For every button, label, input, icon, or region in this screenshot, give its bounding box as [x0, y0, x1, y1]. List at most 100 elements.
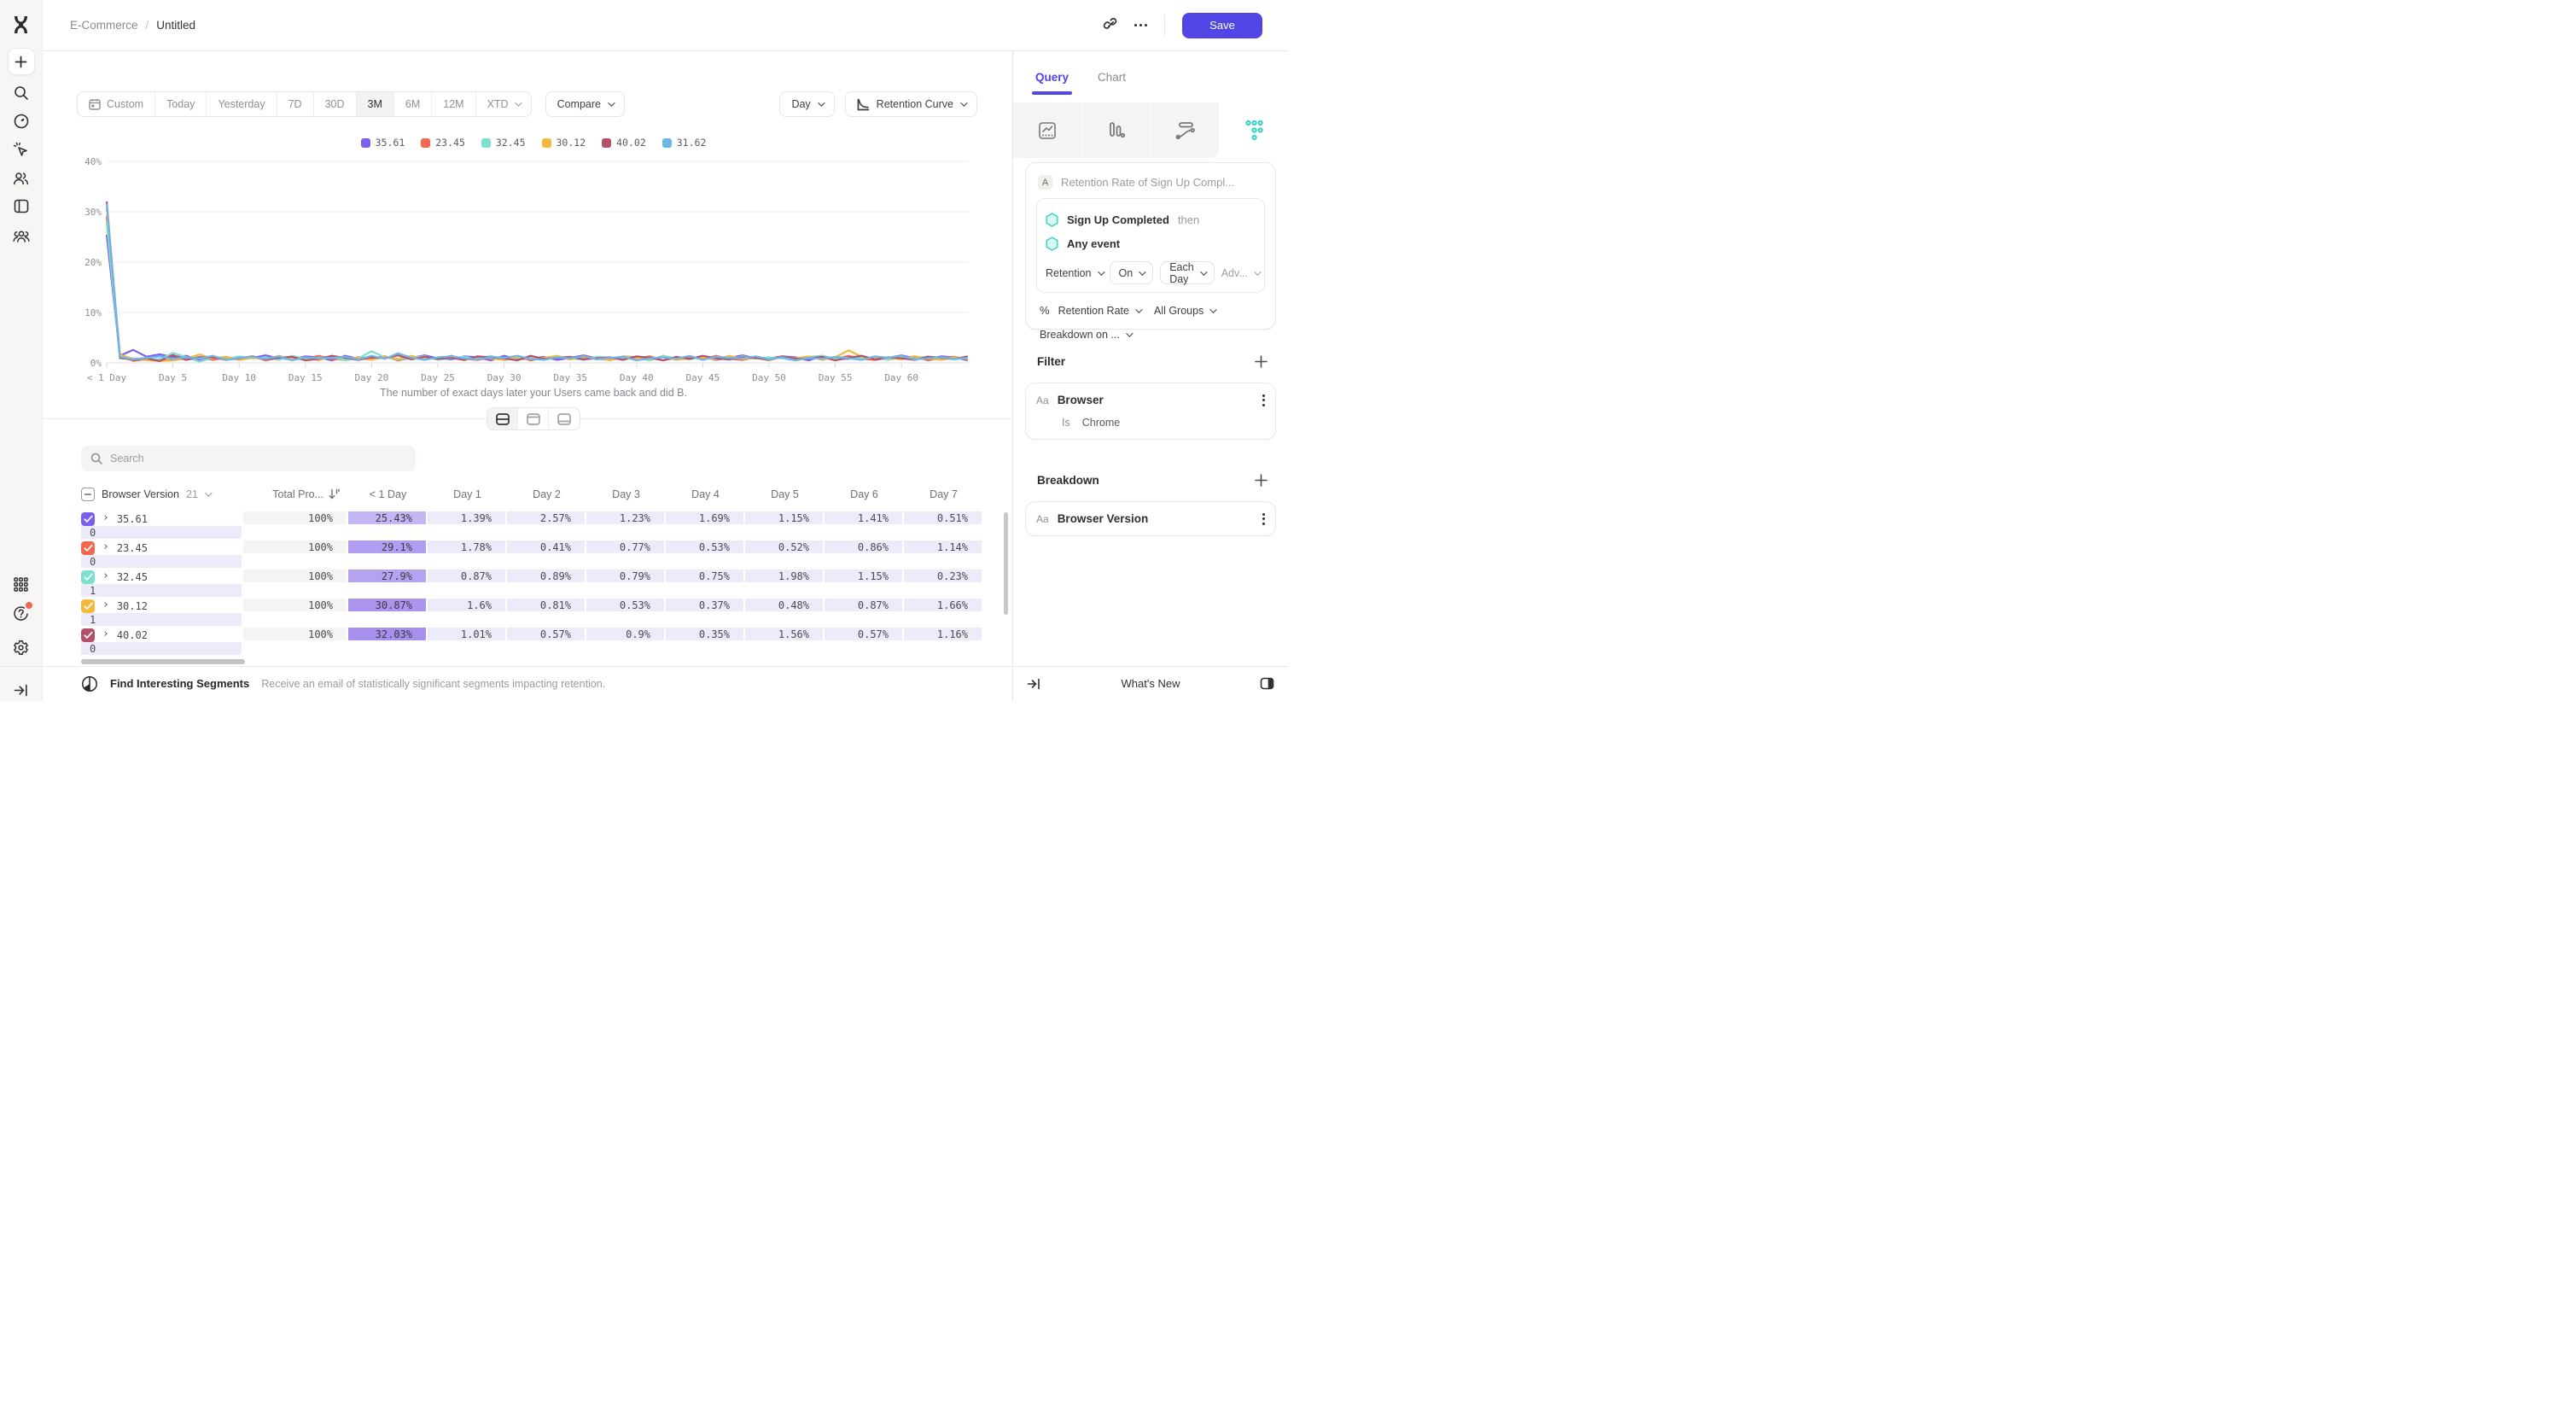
- layout-split-button[interactable]: [487, 408, 518, 429]
- retention-cell[interactable]: 0.89%: [507, 570, 586, 584]
- retention-chart-svg[interactable]: 0% 10% 20% 30% 40% < 1 Day Day 5 Day 10 Day 15 Da…: [81, 154, 986, 393]
- total-cell[interactable]: 100%: [243, 540, 348, 555]
- row-checkbox[interactable]: [81, 628, 95, 642]
- copy-link-icon[interactable]: [1103, 18, 1117, 32]
- retention-cell[interactable]: 1.69%: [666, 511, 745, 526]
- new-report-button[interactable]: [7, 48, 35, 75]
- range-12m-button[interactable]: 12M: [432, 92, 476, 116]
- mixpanel-logo-icon[interactable]: [8, 11, 35, 38]
- range-3m-button[interactable]: 3M: [356, 92, 394, 116]
- total-cell[interactable]: 100%: [243, 628, 348, 642]
- advanced-dropdown[interactable]: Adv...: [1221, 267, 1262, 279]
- breakdown-property-row[interactable]: Aa Browser Version: [1036, 512, 1265, 525]
- range-yesterday-button[interactable]: Yesterday: [207, 92, 277, 116]
- retention-cell[interactable]: 1.66%: [904, 599, 983, 613]
- retention-cell-partial[interactable]: 0: [81, 526, 243, 540]
- tab-chart[interactable]: Chart: [1098, 70, 1127, 84]
- retention-cell[interactable]: 0.53%: [586, 599, 666, 613]
- retention-cell[interactable]: 1.23%: [586, 511, 666, 526]
- discover-icon[interactable]: [8, 108, 35, 135]
- more-options-icon[interactable]: [1134, 24, 1147, 26]
- series-line-31.62[interactable]: [105, 203, 968, 362]
- retention-cell[interactable]: 0.87%: [428, 570, 507, 584]
- retention-cell[interactable]: 27.9%: [348, 570, 428, 584]
- retention-cell[interactable]: 0.35%: [666, 628, 745, 642]
- retention-cell[interactable]: 1.01%: [428, 628, 507, 642]
- collapse-panel-icon[interactable]: [1027, 678, 1040, 690]
- series-line-30.12[interactable]: [105, 207, 968, 362]
- retention-cell[interactable]: 0.81%: [507, 599, 586, 613]
- day-column-header[interactable]: Day 3: [612, 488, 640, 500]
- total-cell[interactable]: 100%: [243, 511, 348, 526]
- day-column-header[interactable]: Day 1: [453, 488, 481, 500]
- breadcrumb-page-title[interactable]: Untitled: [156, 19, 196, 32]
- query-title[interactable]: Retention Rate of Sign Up Compl...: [1061, 176, 1235, 189]
- legend-item[interactable]: 30.12: [541, 137, 586, 149]
- retention-cell[interactable]: 2.57%: [507, 511, 586, 526]
- expand-row-icon[interactable]: ›: [102, 570, 109, 582]
- day-column-header[interactable]: Day 7: [930, 488, 958, 500]
- cohorts-icon[interactable]: [8, 222, 35, 249]
- filter-condition-row[interactable]: Is Chrome: [1036, 406, 1265, 429]
- layout-table-only-button[interactable]: [549, 408, 580, 429]
- layout-chart-only-button[interactable]: [518, 408, 549, 429]
- chart-type-dropdown[interactable]: Retention Curve: [844, 91, 977, 117]
- retention-cell[interactable]: 1.78%: [428, 540, 507, 555]
- each-day-dropdown[interactable]: Each Day: [1160, 261, 1215, 285]
- series-line-23.45[interactable]: [105, 216, 969, 362]
- metric-dropdown[interactable]: Retention Rate: [1058, 305, 1143, 317]
- table-vertical-scrollbar[interactable]: [1004, 512, 1008, 615]
- range-7d-button[interactable]: 7D: [277, 92, 314, 116]
- breakdown-on-dropdown[interactable]: Breakdown on ...: [1040, 329, 1265, 341]
- retention-cell[interactable]: 1.15%: [825, 570, 904, 584]
- retention-cell[interactable]: 0.57%: [825, 628, 904, 642]
- retention-cell[interactable]: 29.1%: [348, 540, 428, 555]
- row-checkbox[interactable]: [81, 570, 95, 584]
- table-search-input[interactable]: Search: [81, 446, 416, 471]
- total-column-header[interactable]: Total Pro...: [243, 488, 348, 500]
- group-column-header[interactable]: Browser Version 21: [81, 488, 243, 501]
- row-checkbox[interactable]: [81, 599, 95, 613]
- settings-gear-icon[interactable]: [8, 634, 35, 661]
- expand-row-icon[interactable]: ›: [102, 628, 109, 640]
- apps-grid-icon[interactable]: [8, 570, 35, 598]
- retention-cell[interactable]: 0.57%: [507, 628, 586, 642]
- tab-query[interactable]: Query: [1031, 51, 1073, 102]
- series-line-32.45[interactable]: [105, 222, 968, 363]
- flows-report-icon[interactable]: [1151, 102, 1221, 158]
- groups-dropdown[interactable]: All Groups: [1154, 305, 1217, 317]
- expand-row-icon[interactable]: ›: [102, 599, 109, 611]
- day-column-header[interactable]: Day 2: [533, 488, 561, 500]
- retention-cell[interactable]: 0.23%: [904, 570, 983, 584]
- legend-item[interactable]: 23.45: [421, 137, 465, 149]
- retention-cell[interactable]: 1.56%: [745, 628, 825, 642]
- breadcrumb-project[interactable]: E-Commerce: [70, 19, 138, 32]
- retention-cell[interactable]: 1.14%: [904, 540, 983, 555]
- table-horizontal-scrollbar[interactable]: [81, 659, 245, 664]
- retention-cell-partial[interactable]: 0: [81, 642, 243, 657]
- insights-report-icon[interactable]: [1013, 102, 1082, 158]
- retention-cell[interactable]: 30.87%: [348, 599, 428, 613]
- save-button[interactable]: Save: [1182, 12, 1262, 38]
- retention-cell[interactable]: 1.16%: [904, 628, 983, 642]
- legend-item[interactable]: 32.45: [481, 137, 526, 149]
- day-column-header[interactable]: Day 5: [771, 488, 799, 500]
- retention-report-icon[interactable]: [1220, 102, 1288, 158]
- total-cell[interactable]: 100%: [243, 599, 348, 613]
- retention-cell[interactable]: 1.98%: [745, 570, 825, 584]
- events-cursor-icon[interactable]: [8, 136, 35, 163]
- compare-button[interactable]: Compare: [545, 91, 625, 117]
- range-6m-button[interactable]: 6M: [394, 92, 433, 116]
- expand-row-icon[interactable]: ›: [102, 511, 109, 524]
- retention-cell[interactable]: 1.6%: [428, 599, 507, 613]
- retention-cell[interactable]: 0.75%: [666, 570, 745, 584]
- expand-sidebar-icon[interactable]: [8, 676, 35, 701]
- series-line-35.61[interactable]: [105, 234, 969, 362]
- legend-item[interactable]: 31.62: [661, 137, 706, 149]
- add-breakdown-icon[interactable]: [1255, 474, 1268, 487]
- retention-cell[interactable]: 1.39%: [428, 511, 507, 526]
- find-segments-link[interactable]: Find Interesting Segments: [110, 677, 250, 690]
- series-line-40.02[interactable]: [105, 201, 969, 362]
- users-icon[interactable]: [8, 164, 35, 191]
- retention-cell[interactable]: 0.52%: [745, 540, 825, 555]
